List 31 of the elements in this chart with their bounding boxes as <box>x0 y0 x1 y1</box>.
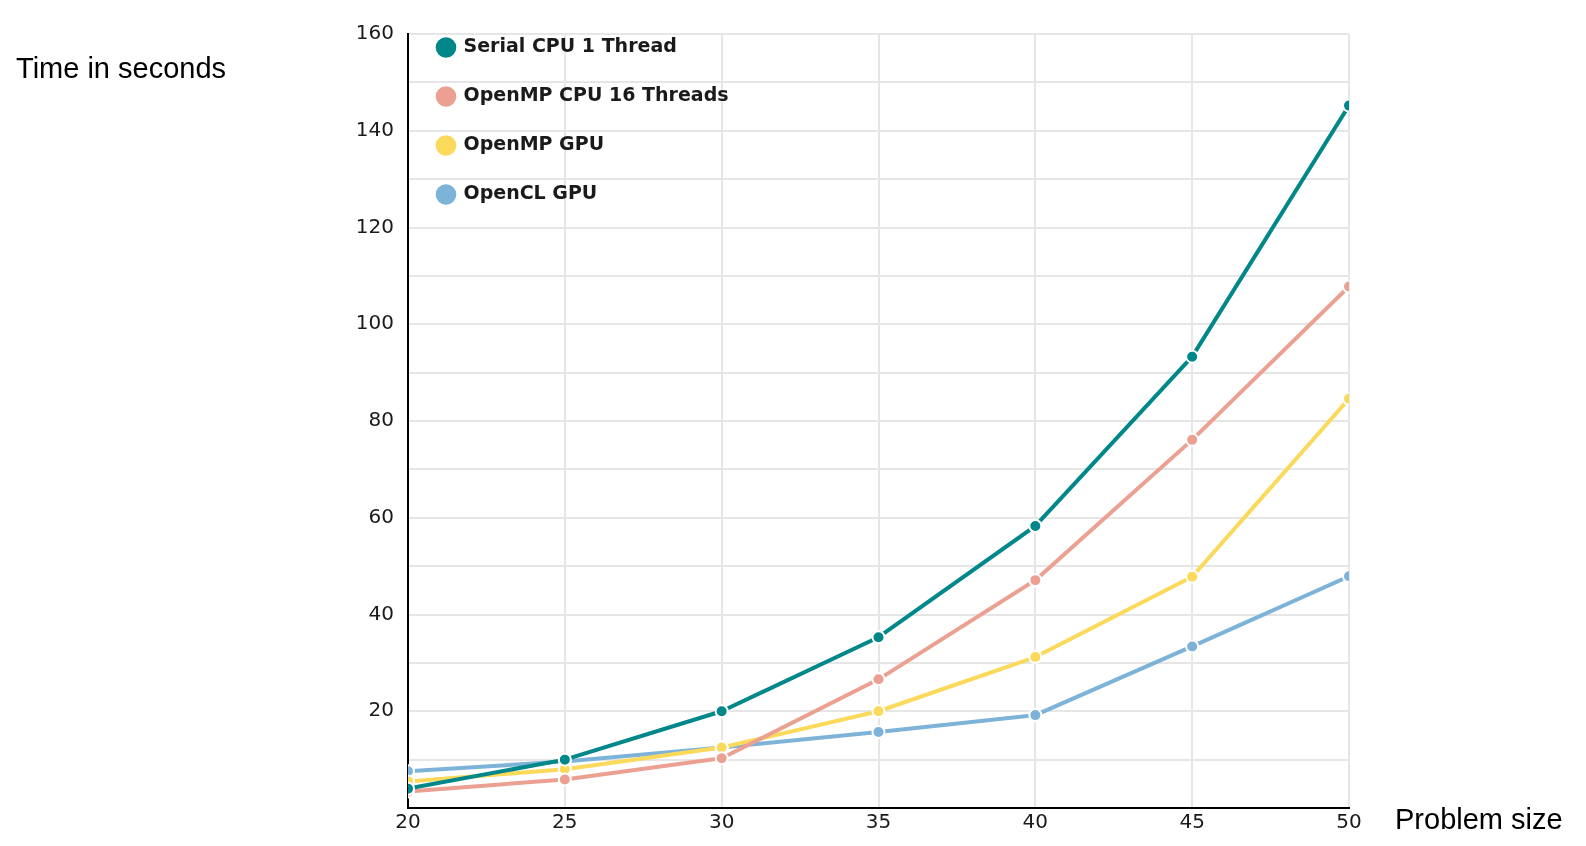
y-tick-label: 100 <box>355 310 394 335</box>
point <box>1028 650 1043 665</box>
x-tick-label: 30 <box>708 809 735 834</box>
y-tick-label: 140 <box>355 116 394 141</box>
point <box>714 751 729 766</box>
point <box>871 725 886 740</box>
x-tick-label: 50 <box>1336 809 1362 834</box>
point <box>1028 708 1043 723</box>
legend-label: Serial CPU 1 Thread <box>463 34 677 57</box>
y-tick-label: 160 <box>355 20 394 45</box>
point <box>871 630 886 645</box>
point <box>871 672 886 687</box>
legend-label: OpenMP CPU 16 Threads <box>463 83 729 106</box>
y-tick-label: 80 <box>368 407 394 432</box>
y-tick-label: 60 <box>368 503 394 528</box>
x-tick-label: 20 <box>395 809 421 834</box>
legend-label: OpenCL GPU <box>463 181 598 204</box>
point <box>714 704 729 719</box>
y-tick-label: 40 <box>368 600 394 625</box>
x-tick-label: 25 <box>552 809 578 834</box>
y-tick-label: 120 <box>355 213 394 238</box>
y-tick-label: 20 <box>368 697 394 722</box>
legend-label: OpenMP GPU <box>463 132 605 155</box>
x-tick-label: 35 <box>865 809 892 834</box>
x-axis-title: Problem size <box>1395 803 1563 836</box>
point <box>1028 573 1043 588</box>
point <box>871 704 886 719</box>
x-tick-label: 40 <box>1022 809 1049 834</box>
point <box>1028 518 1043 533</box>
x-tick-label: 45 <box>1179 809 1205 834</box>
y-axis-title: Time in seconds <box>16 52 227 85</box>
